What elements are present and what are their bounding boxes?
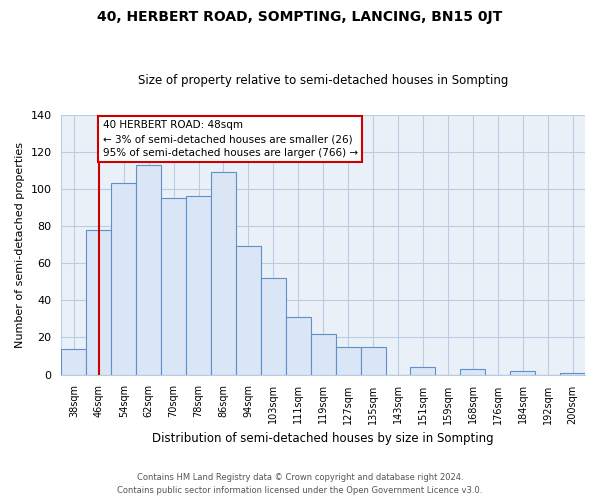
Bar — [86, 230, 111, 374]
Bar — [211, 172, 236, 374]
Bar — [61, 348, 86, 374]
Y-axis label: Number of semi-detached properties: Number of semi-detached properties — [15, 142, 25, 348]
Bar — [335, 346, 361, 374]
Bar — [460, 369, 485, 374]
Title: Size of property relative to semi-detached houses in Sompting: Size of property relative to semi-detach… — [138, 74, 508, 87]
X-axis label: Distribution of semi-detached houses by size in Sompting: Distribution of semi-detached houses by … — [152, 432, 494, 445]
Bar — [111, 184, 136, 374]
Bar — [361, 346, 386, 374]
Bar — [410, 367, 436, 374]
Bar — [286, 317, 311, 374]
Text: 40 HERBERT ROAD: 48sqm
← 3% of semi-detached houses are smaller (26)
95% of semi: 40 HERBERT ROAD: 48sqm ← 3% of semi-deta… — [103, 120, 358, 158]
Text: Contains HM Land Registry data © Crown copyright and database right 2024.
Contai: Contains HM Land Registry data © Crown c… — [118, 474, 482, 495]
Text: 40, HERBERT ROAD, SOMPTING, LANCING, BN15 0JT: 40, HERBERT ROAD, SOMPTING, LANCING, BN1… — [97, 10, 503, 24]
Bar — [311, 334, 335, 374]
Bar — [161, 198, 186, 374]
Bar — [510, 371, 535, 374]
Bar — [186, 196, 211, 374]
Bar — [236, 246, 261, 374]
Bar — [261, 278, 286, 374]
Bar — [560, 372, 585, 374]
Bar — [136, 164, 161, 374]
